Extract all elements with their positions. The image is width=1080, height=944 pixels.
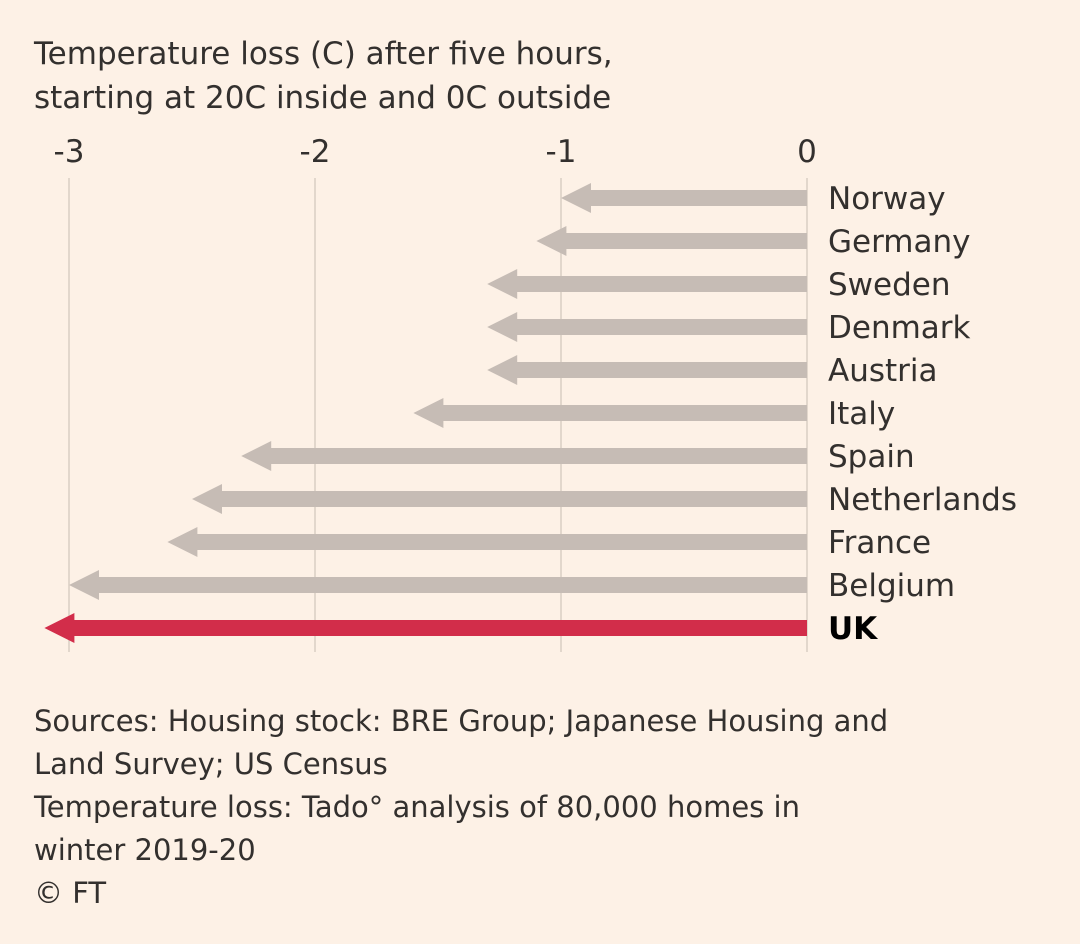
- ft-credit: © FT: [34, 876, 107, 910]
- category-label-spain: Spain: [828, 439, 915, 475]
- x-tick-label-3: 0: [797, 134, 817, 170]
- category-label-belgium: Belgium: [828, 568, 955, 604]
- x-tick-label-0: -3: [54, 134, 85, 170]
- arrow-bar-sweden: [487, 269, 807, 299]
- arrow-bar-italy: [413, 398, 807, 428]
- arrow-bar-france: [167, 527, 807, 557]
- chart-title-line-1: Temperature loss (C) after five hours,: [34, 36, 613, 72]
- chart-title-line-2: starting at 20C inside and 0C outside: [34, 80, 612, 116]
- sources-line-4: winter 2019-20: [34, 833, 256, 867]
- arrow-bar-germany: [536, 226, 807, 256]
- x-tick-label-2: -1: [546, 134, 577, 170]
- sources-line-3: Temperature loss: Tado° analysis of 80,0…: [34, 790, 800, 824]
- arrow-bar-norway: [561, 183, 807, 213]
- category-label-austria: Austria: [828, 353, 938, 389]
- arrow-bar-spain: [241, 441, 807, 471]
- arrow-bar-chart: -3 -2 -1 0 Norway Germany Sweden Denmark Austria…: [44, 134, 1017, 652]
- category-label-norway: Norway: [828, 181, 946, 217]
- category-label-france: France: [828, 525, 931, 561]
- arrow-bar-denmark: [487, 312, 807, 342]
- chart-title: Temperature loss (C) after five hours, s…: [34, 32, 1034, 120]
- category-label-netherlands: Netherlands: [828, 482, 1017, 518]
- category-label-uk: UK: [828, 611, 878, 647]
- category-label-italy: Italy: [828, 396, 895, 432]
- category-label-denmark: Denmark: [828, 310, 971, 346]
- arrow-bar-austria: [487, 355, 807, 385]
- sources-line-2: Land Survey; US Census: [34, 747, 388, 781]
- category-label-sweden: Sweden: [828, 267, 951, 303]
- arrow-bar-uk: [44, 613, 807, 643]
- arrow-bar-belgium: [69, 570, 807, 600]
- x-tick-label-1: -2: [300, 134, 331, 170]
- category-label-germany: Germany: [828, 224, 970, 260]
- sources-line-1: Sources: Housing stock: BRE Group; Japan…: [34, 704, 889, 738]
- arrow-bar-netherlands: [192, 484, 807, 514]
- sources-note: Sources: Housing stock: BRE Group; Japan…: [34, 700, 1044, 915]
